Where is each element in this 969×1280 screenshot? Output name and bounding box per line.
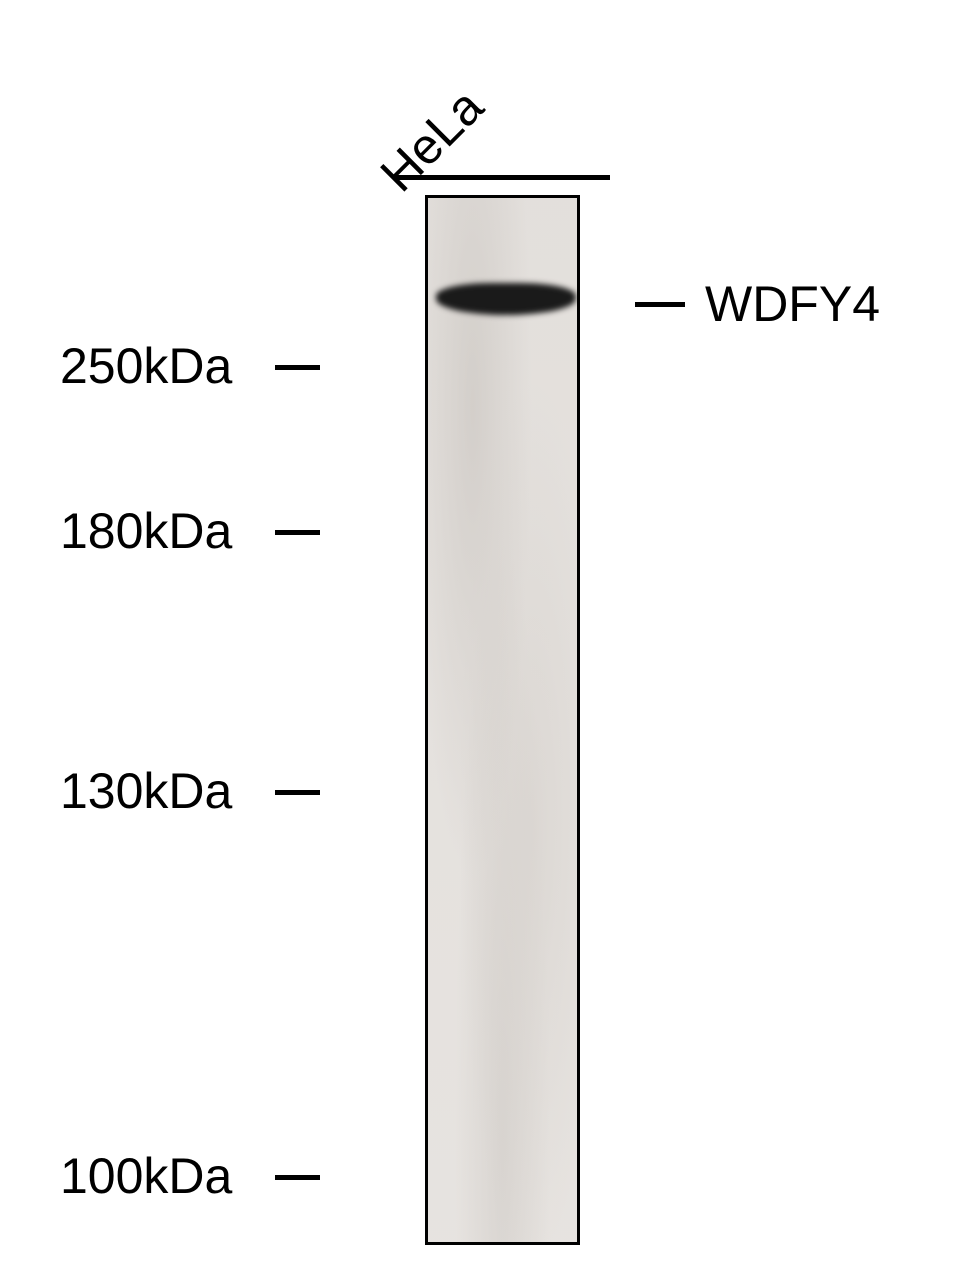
protein-label-tick xyxy=(635,302,685,307)
western-blot-figure: HeLa 250kDa 180kDa 130kDa 100kDa WDFY4 xyxy=(0,0,969,1280)
marker-tick-0 xyxy=(275,365,320,370)
blot-texture xyxy=(428,198,577,1242)
lane-underline xyxy=(395,175,610,180)
protein-label: WDFY4 xyxy=(705,275,880,333)
protein-band xyxy=(436,283,576,315)
marker-label-1: 180kDa xyxy=(60,502,232,560)
lane-label: HeLa xyxy=(369,77,495,203)
marker-label-0: 250kDa xyxy=(60,337,232,395)
marker-label-2: 130kDa xyxy=(60,762,232,820)
marker-label-3: 100kDa xyxy=(60,1147,232,1205)
marker-tick-3 xyxy=(275,1175,320,1180)
marker-tick-2 xyxy=(275,790,320,795)
blot-lane xyxy=(425,195,580,1245)
marker-tick-1 xyxy=(275,530,320,535)
